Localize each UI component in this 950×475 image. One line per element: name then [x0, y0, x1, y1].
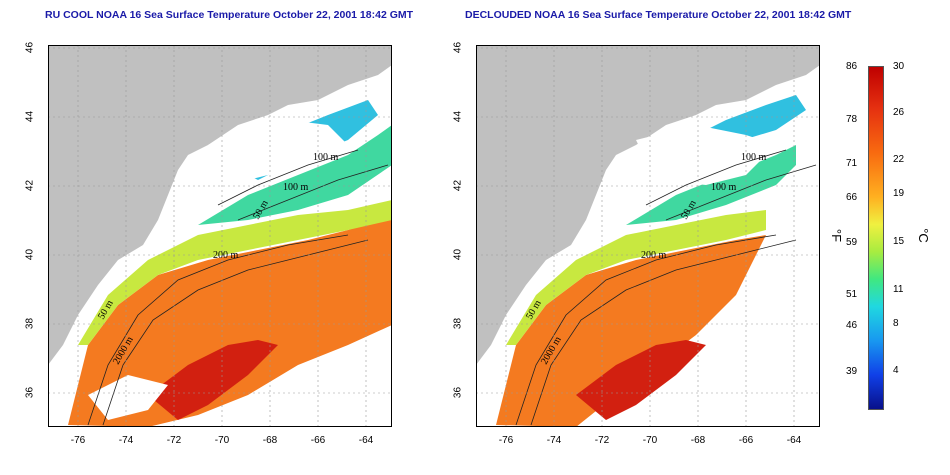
cool-water	[198, 125, 392, 225]
fahrenheit-tick: 71	[846, 158, 858, 169]
warm-water-region	[496, 235, 766, 427]
temperature-colorbar	[868, 66, 884, 410]
hot-water-region	[576, 340, 706, 420]
fahrenheit-tick: 86	[846, 61, 858, 72]
celsius-tick: 30	[893, 61, 905, 72]
lon-tick: -76	[70, 435, 86, 446]
fahrenheit-tick: 51	[846, 289, 858, 300]
land-mass	[48, 45, 392, 365]
contour-label: 100 m	[283, 182, 309, 193]
hot-water-region	[148, 340, 278, 420]
lat-tick: 44	[452, 110, 464, 123]
lat-tick: 46	[24, 41, 36, 54]
contour-label: 200 m	[213, 250, 239, 261]
lat-tick: 40	[24, 248, 36, 261]
contour-line	[665, 164, 817, 221]
right-panel-title: DECLOUDED NOAA 16 Sea Surface Temperatur…	[465, 9, 852, 21]
lon-tick: -64	[786, 435, 802, 446]
fahrenheit-tick: 59	[846, 237, 858, 248]
lon-tick: -66	[310, 435, 326, 446]
lon-tick: -76	[498, 435, 514, 446]
celsius-tick: 19	[893, 188, 905, 199]
lon-tick: -72	[166, 435, 182, 446]
fahrenheit-tick: 46	[846, 320, 858, 331]
celsius-tick: 11	[893, 284, 904, 295]
lon-tick: -66	[738, 435, 754, 446]
lat-tick: 38	[24, 317, 36, 330]
right-sst-map: 100 m 100 m 50 m 200 m 50 m 2000 m	[476, 45, 820, 427]
fahrenheit-tick: 78	[846, 114, 858, 125]
lon-tick: -74	[546, 435, 562, 446]
lon-tick: -70	[642, 435, 658, 446]
lat-tick: 42	[452, 179, 464, 192]
shelf-water	[506, 210, 766, 345]
lat-tick: 36	[24, 386, 36, 399]
lat-tick: 44	[24, 110, 36, 123]
lat-tick: 40	[452, 248, 464, 261]
cloud-region	[208, 120, 348, 185]
contour-line	[217, 149, 359, 206]
contour-label: 100 m	[313, 152, 339, 163]
fahrenheit-tick: 39	[846, 366, 858, 377]
lat-tick: 36	[452, 386, 464, 399]
contour-label: 100 m	[711, 182, 737, 193]
contour-label: 100 m	[741, 152, 767, 163]
fahrenheit-unit: °F	[829, 228, 845, 243]
lon-tick: -70	[214, 435, 230, 446]
celsius-tick: 22	[893, 154, 905, 165]
celsius-tick: 15	[893, 236, 905, 247]
cloud-region	[636, 125, 776, 185]
warm-water-region	[68, 215, 392, 427]
lat-tick: 38	[452, 317, 464, 330]
contour-line	[515, 234, 777, 426]
left-panel-title: RU COOL NOAA 16 Sea Surface Temperature …	[45, 9, 414, 21]
contour-line	[645, 149, 787, 206]
celsius-tick: 4	[893, 365, 899, 376]
fahrenheit-tick: 66	[846, 192, 858, 203]
contour-line	[237, 164, 389, 221]
celsius-unit: °C	[915, 228, 931, 243]
shelf-water	[78, 200, 392, 345]
contour-line	[87, 234, 349, 426]
land-mass	[476, 45, 820, 365]
lon-tick: -72	[594, 435, 610, 446]
celsius-tick: 26	[893, 107, 905, 118]
left-sst-map: 100 m 100 m 50 m 200 m 50 m 2000 m	[48, 45, 392, 427]
lon-tick: -68	[262, 435, 278, 446]
lon-tick: -68	[690, 435, 706, 446]
lat-tick: 46	[452, 41, 464, 54]
lon-tick: -74	[118, 435, 134, 446]
lon-tick: -64	[358, 435, 374, 446]
lat-tick: 42	[24, 179, 36, 192]
celsius-tick: 8	[893, 318, 899, 329]
contour-label: 200 m	[641, 250, 667, 261]
